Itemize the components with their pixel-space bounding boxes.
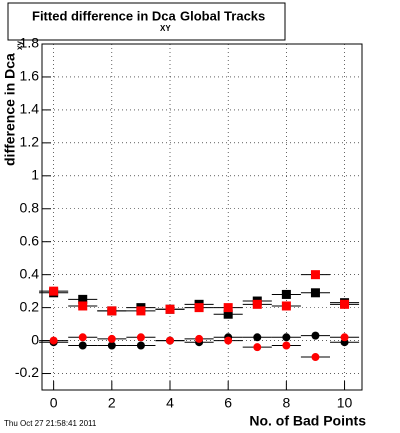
marker (340, 333, 349, 342)
y-tick-label: 1 (31, 167, 39, 183)
marker (282, 333, 291, 342)
marker (78, 294, 88, 304)
y-tick-label: 0 (31, 331, 39, 347)
marker (136, 333, 145, 342)
marker (165, 304, 175, 314)
x-tick-label: 10 (337, 395, 353, 411)
timestamp: Thu Oct 27 21:58:41 2011 (4, 419, 97, 428)
chart-title-subscript: XY (160, 24, 171, 33)
marker (311, 331, 320, 340)
x-tick-label: 4 (166, 395, 174, 411)
marker (49, 286, 59, 296)
marker (78, 333, 87, 342)
marker (107, 306, 117, 316)
y-tick-label: 1.2 (20, 134, 40, 150)
marker (166, 336, 174, 345)
marker (223, 303, 233, 313)
marker (311, 353, 320, 362)
x-axis-label: No. of Bad Points (249, 413, 366, 429)
chart-title: Fitted difference in Dca (32, 8, 177, 23)
x-tick-label: 6 (224, 395, 232, 411)
y-tick-label: 0.4 (20, 265, 40, 281)
marker (136, 306, 146, 316)
marker (310, 288, 320, 298)
y-axis-label: difference in Dca (2, 53, 18, 166)
chart-title-suffix: Global Tracks (180, 8, 265, 23)
y-tick-label: 0.2 (20, 298, 40, 314)
marker (195, 334, 204, 343)
y-tick-label: -0.2 (15, 364, 39, 380)
y-tick-label: 1.4 (20, 101, 40, 117)
y-axis-label-subscript: xy (15, 41, 24, 50)
marker (310, 270, 320, 280)
marker (253, 343, 262, 352)
y-tick-label: 0.6 (20, 232, 40, 248)
marker (49, 336, 58, 345)
marker (107, 334, 116, 343)
y-tick-label: 1.8 (20, 35, 40, 51)
x-tick-label: 0 (50, 395, 58, 411)
x-tick-label: 8 (282, 395, 290, 411)
marker (224, 336, 233, 345)
marker (281, 289, 291, 299)
marker (107, 341, 116, 350)
marker (340, 299, 350, 309)
y-tick-label: 0.8 (20, 199, 40, 215)
marker (194, 303, 204, 313)
marker (223, 309, 233, 319)
marker (253, 333, 262, 342)
marker (282, 341, 291, 350)
x-tick-label: 2 (108, 395, 116, 411)
title-box (7, 2, 286, 41)
y-tick-label: 1.6 (20, 68, 40, 84)
marker (78, 341, 87, 350)
marker (136, 341, 145, 350)
marker (281, 301, 291, 311)
marker (252, 299, 262, 309)
marker (78, 301, 88, 311)
